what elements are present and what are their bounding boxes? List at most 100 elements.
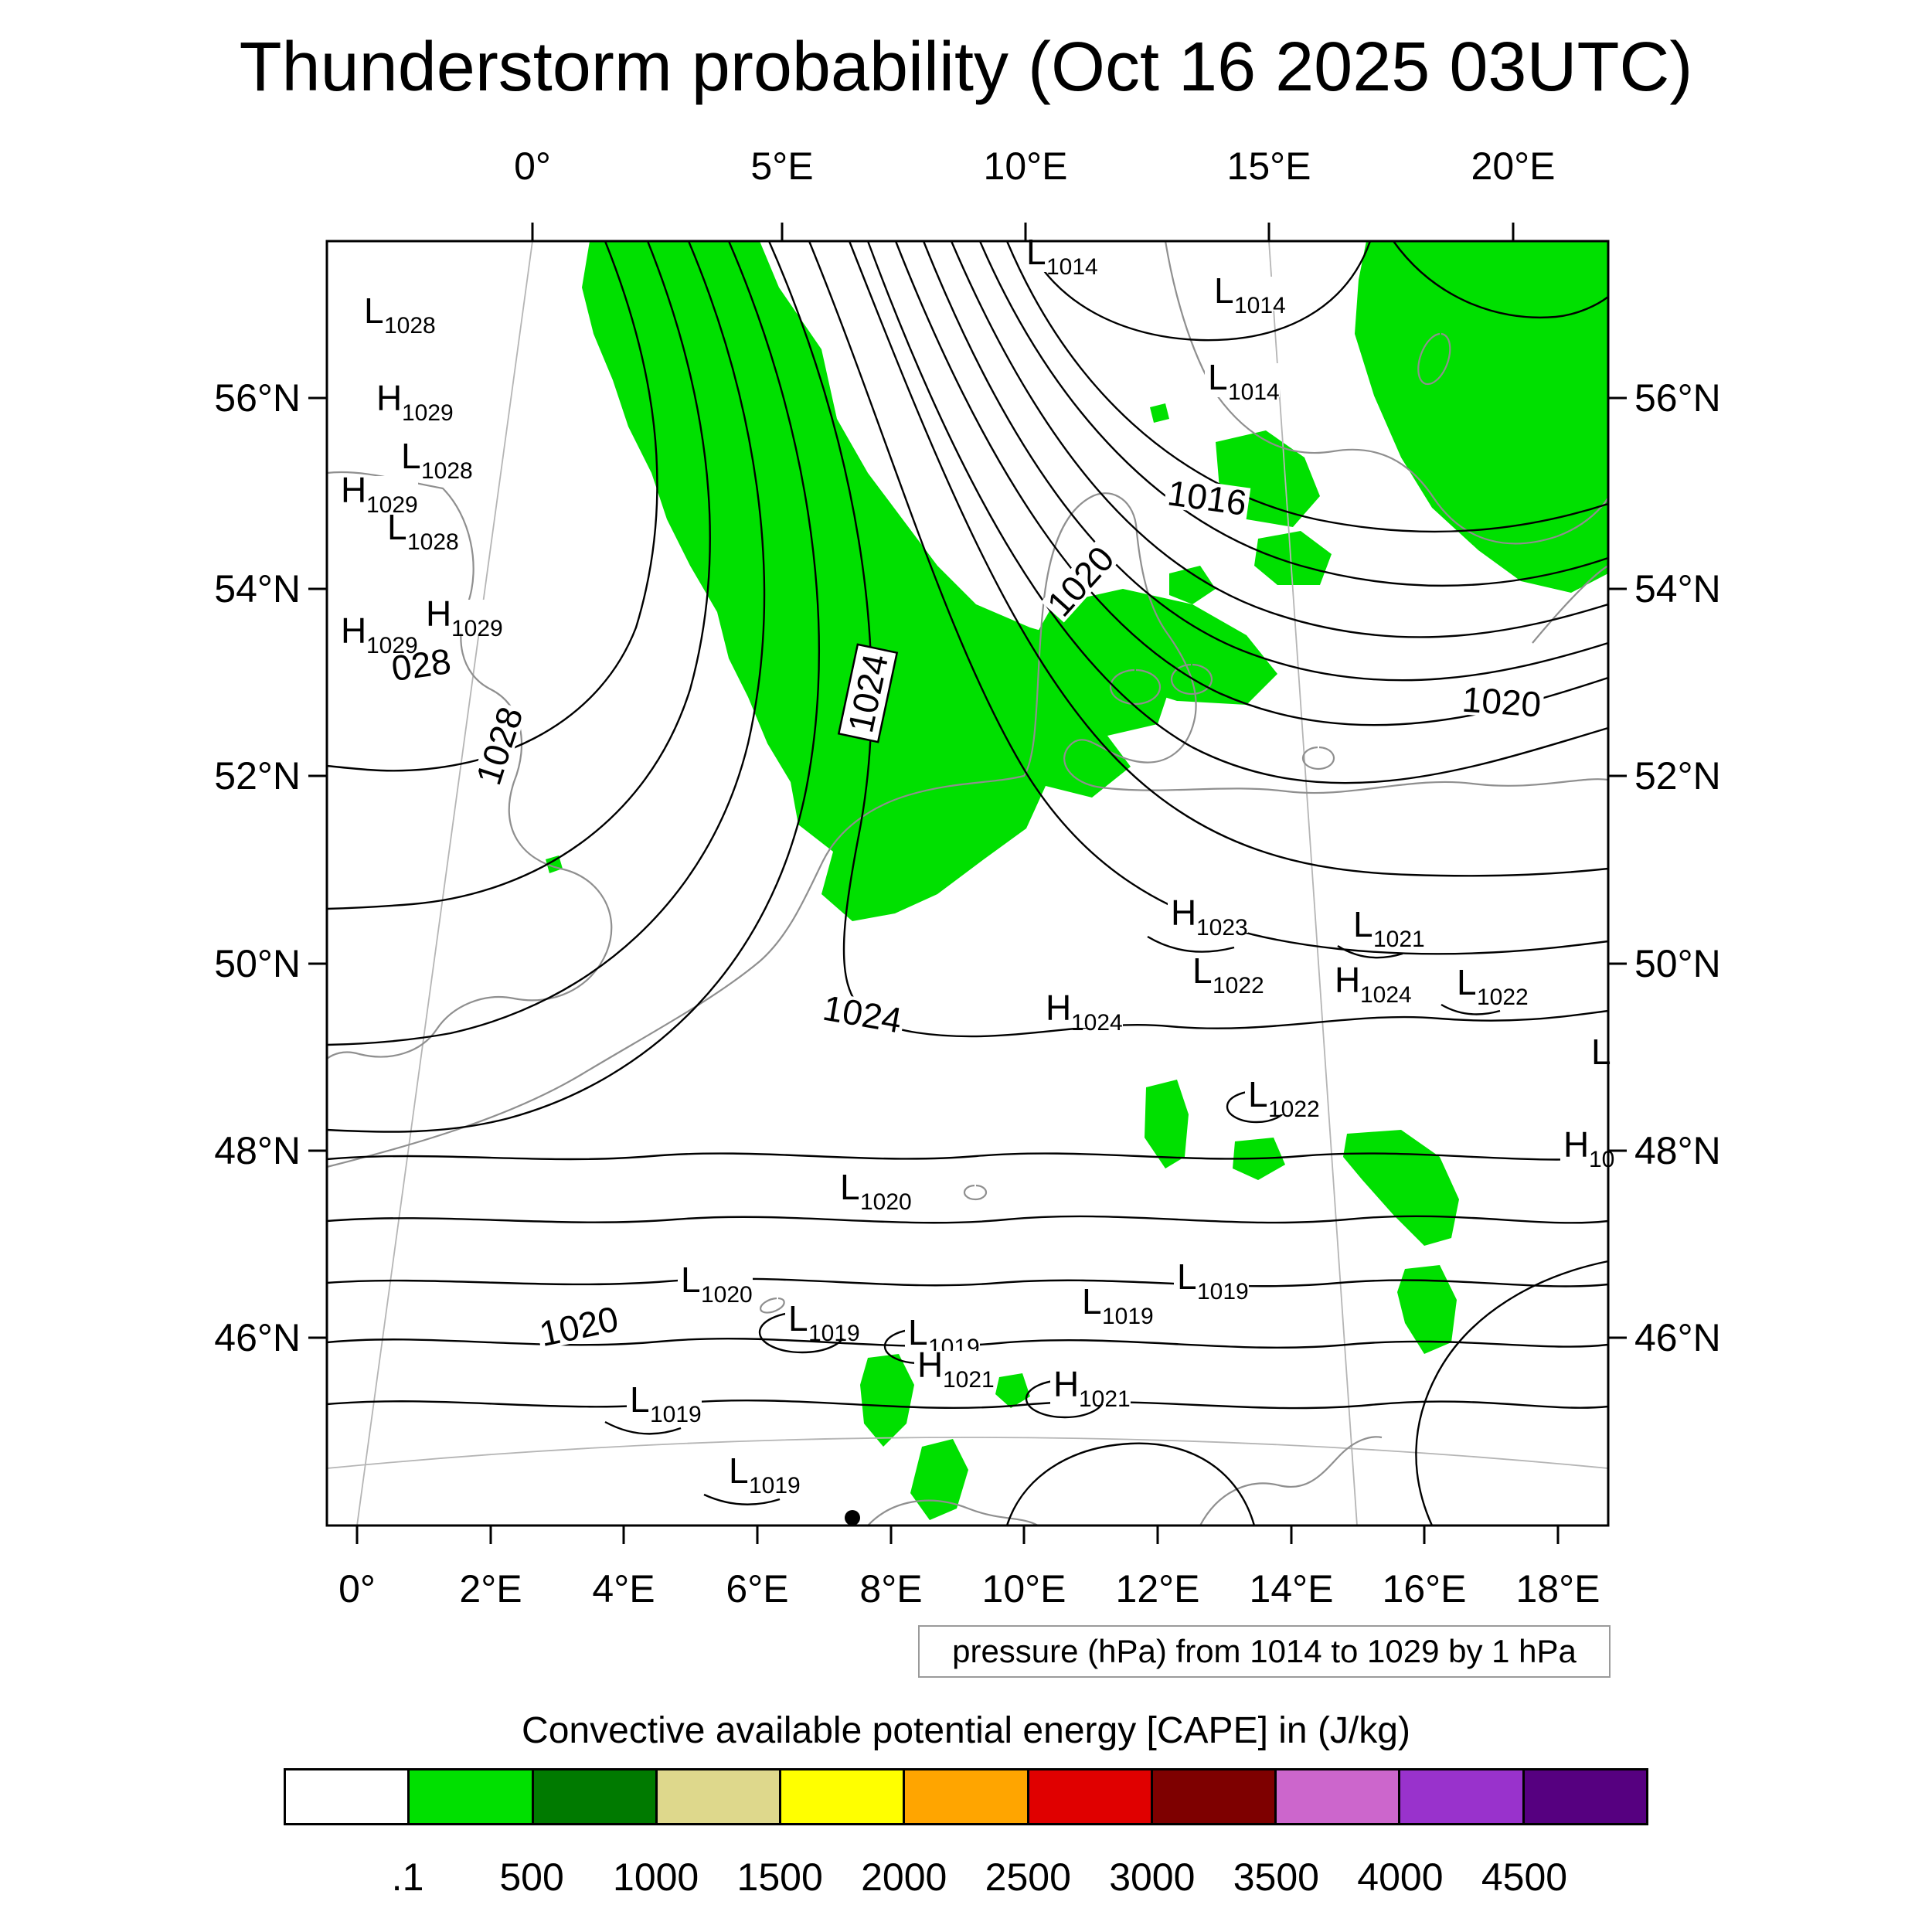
coast-island	[1301, 746, 1335, 770]
svg-text:L: L	[1026, 232, 1046, 272]
cape-region	[1397, 1265, 1457, 1354]
right-axis-label: 56°N	[1634, 376, 1721, 420]
pressure-center: H 1024	[1043, 988, 1123, 1036]
legend-cell-8	[1274, 1770, 1399, 1823]
isobar-label: 1024	[818, 988, 906, 1041]
legend-tick-label: 4500	[1481, 1855, 1568, 1899]
cell-arc	[703, 1493, 781, 1505]
legend-tick-label: 4000	[1357, 1855, 1444, 1899]
svg-text:L: L	[387, 507, 407, 547]
bottom-axis-label: 8°E	[859, 1567, 923, 1611]
pressure-center: L 1014	[1023, 232, 1098, 280]
svg-text:1019: 1019	[1102, 1304, 1154, 1329]
isobar-1022	[848, 240, 1609, 877]
cape-region	[1343, 1130, 1459, 1246]
svg-text:L: L	[1082, 1281, 1102, 1321]
bottom-axis-label: 18°E	[1515, 1567, 1600, 1611]
pressure-center: L 1014	[1211, 270, 1286, 318]
cape-region	[1169, 566, 1216, 604]
svg-text:1019: 1019	[749, 1473, 801, 1498]
svg-text:L: L	[1457, 962, 1477, 1002]
legend-cell-1	[407, 1770, 532, 1823]
svg-text:1019: 1019	[650, 1402, 702, 1427]
svg-text:1021: 1021	[1373, 927, 1425, 952]
pressure-center: L 1028	[361, 291, 436, 338]
svg-text:1028: 1028	[421, 458, 473, 484]
axis-ticks	[308, 223, 1627, 1544]
pressure-center: L 1022	[1189, 951, 1264, 998]
svg-text:H: H	[1053, 1364, 1079, 1404]
pressure-center: H 1023	[1168, 893, 1248, 940]
svg-text:H: H	[376, 378, 402, 418]
svg-text:L: L	[1192, 951, 1213, 991]
svg-text:1020: 1020	[1461, 679, 1543, 725]
svg-text:1021: 1021	[1079, 1386, 1131, 1412]
isobar-east-bend	[1415, 1260, 1609, 1526]
legend-cell-6	[1026, 1770, 1151, 1823]
cape-region	[1145, 1080, 1189, 1168]
pressure-center: L 1028	[398, 436, 473, 484]
isobar-label: 1020	[1458, 679, 1545, 725]
svg-text:H: H	[1563, 1124, 1589, 1165]
cape-region	[1150, 403, 1169, 423]
svg-text:1022: 1022	[1213, 973, 1264, 998]
svg-text:1020: 1020	[860, 1189, 912, 1215]
bottom-axis-label: 16°E	[1382, 1567, 1467, 1611]
coast-danish-isle	[1170, 663, 1213, 696]
svg-text:L: L	[908, 1312, 928, 1352]
svg-text:1024: 1024	[1360, 982, 1412, 1008]
svg-text:1019: 1019	[808, 1321, 860, 1346]
svg-text:1028: 1028	[407, 529, 459, 555]
svg-text:H: H	[1335, 960, 1360, 1000]
legend-cell-2	[531, 1770, 655, 1823]
bottom-axis-label: 10°E	[981, 1567, 1066, 1611]
cape-colorbar	[284, 1768, 1648, 1825]
isobar-1023	[808, 240, 1609, 955]
pressure-caption-text: pressure (hPa) from 1014 to 1029 by 1 hP…	[952, 1633, 1577, 1669]
legend-tick-label: 2500	[985, 1855, 1071, 1899]
svg-text:1021: 1021	[943, 1367, 995, 1393]
cape-region	[1355, 241, 1608, 593]
left-axis-label: 46°N	[214, 1316, 301, 1359]
chart-title: Thunderstorm probability (Oct 16 2025 03…	[239, 29, 1693, 106]
svg-text:1014: 1014	[1234, 293, 1286, 318]
pressure-center: L 1021	[1350, 904, 1425, 952]
pressure-center: H 1029	[338, 611, 418, 658]
pressure-center: L 1019	[785, 1298, 860, 1346]
legend-cell-4	[779, 1770, 903, 1823]
coast-liguria	[867, 1499, 1039, 1526]
pressure-center: L 1020	[837, 1167, 912, 1215]
isobar-1023-south	[326, 1152, 1609, 1161]
isobar-1018	[950, 240, 1609, 638]
map-frame	[325, 240, 1610, 1527]
meridian-15E	[1268, 240, 1358, 1526]
cape-region	[1038, 589, 1277, 705]
isobar-1028	[326, 240, 658, 772]
svg-text:1029: 1029	[451, 616, 503, 641]
coast-baltic-east	[1532, 565, 1609, 644]
pressure-caption: pressure (hPa) from 1014 to 1029 by 1 hP…	[918, 1625, 1611, 1678]
legend-tick-label: 3000	[1109, 1855, 1196, 1899]
top-axis-label: 0°	[514, 145, 551, 188]
pressure-center: L 1019	[905, 1312, 980, 1360]
isobar-1016	[1005, 240, 1609, 533]
svg-text:L: L	[630, 1379, 650, 1420]
pressure-center: L 1019	[1079, 1281, 1154, 1329]
coast-sweden	[1164, 240, 1609, 545]
svg-text:1023: 1023	[1196, 915, 1248, 940]
isobar-1017	[978, 240, 1609, 587]
legend-tick-label: 500	[499, 1855, 564, 1899]
top-axis-label: 10°E	[983, 145, 1068, 188]
bottom-axis-label: 2°E	[459, 1567, 522, 1611]
pressure-center: L 1022	[1454, 962, 1529, 1010]
svg-text:1028: 1028	[384, 313, 436, 338]
legend-cell-10	[1522, 1770, 1646, 1823]
isobar-1015	[1025, 240, 1372, 342]
svg-text:1022: 1022	[1477, 985, 1529, 1010]
pressure-center: H 1024	[1332, 960, 1412, 1008]
svg-text:1024: 1024	[1071, 1010, 1123, 1036]
cape-region	[995, 1373, 1030, 1408]
legend-title: Convective available potential energy [C…	[522, 1710, 1410, 1751]
bottom-axis-label: 14°E	[1249, 1567, 1334, 1611]
